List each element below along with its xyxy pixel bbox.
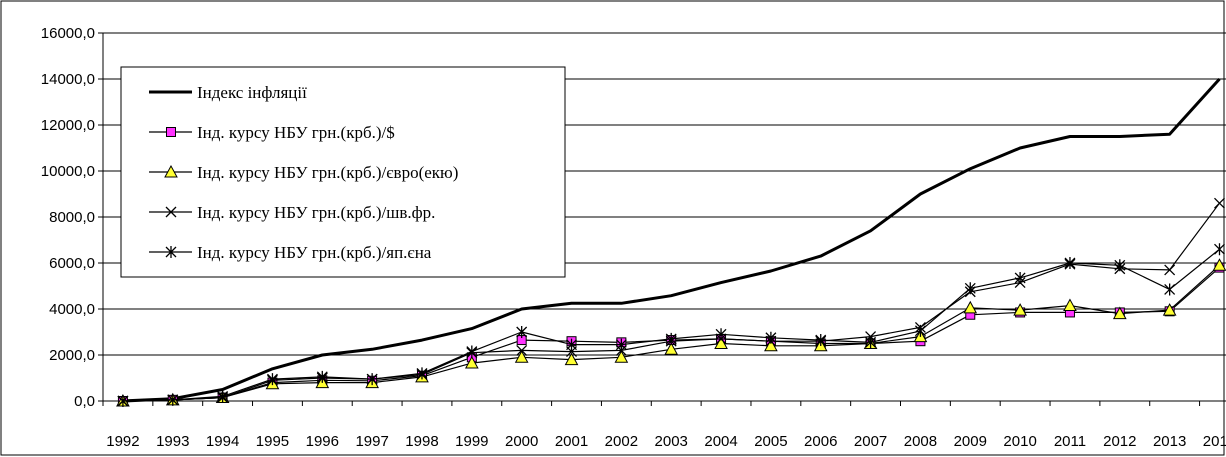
x-tick-label: 2010 [1003,433,1036,450]
star-marker [914,324,926,337]
triangle-marker [714,336,728,349]
y-axis-tick-labels: 0,0 2000,0 4000,0 6000,0 8000,0 10000,0 12000,… [41,25,95,410]
x-tick-label: 2012 [1103,433,1136,450]
y-tick-label: 10000,0 [41,163,95,180]
star-marker [165,246,177,258]
legend-label: Інд. курсу НБУ грн.(крб.)/євро(екю) [197,163,458,182]
star-marker [865,336,877,349]
y-tick-label: 2000,0 [49,347,95,364]
series-1 [122,77,1221,403]
legend-box [120,66,566,278]
x-tick-label: 1999 [455,433,488,450]
x-marker [1214,197,1225,209]
legend-label: Інд. курсу НБУ грн.(крб.)/$ [197,123,395,142]
x-tick-label: 2002 [605,433,638,450]
star-marker [1164,283,1176,296]
legend-item: Інд. курсу НБУ грн.(крб.)/$ [149,123,395,142]
y-tick-label: 4000,0 [49,301,95,318]
x-tick-label: 2014 [1203,433,1226,450]
axes [98,32,1226,406]
x-axis-tick-labels: 1992 1993 1994 1995 1996 1997 1998 1999 2000 2001… [106,433,1226,450]
x-tick-label: 2000 [505,433,538,450]
legend-label: Інд. курсу НБУ грн.(крб.)/шв.фр. [197,203,435,222]
triangle-marker [1162,303,1177,316]
star-marker [665,332,677,345]
y-tick-label: 8000,0 [49,209,95,226]
x-tick-label: 2001 [555,433,588,450]
star-marker [1214,243,1225,256]
star-marker [117,395,129,407]
triangle-marker [963,300,978,314]
star-marker [566,338,577,351]
x-tick-label: 2005 [754,433,787,450]
x-tick-label: 2009 [954,433,987,450]
x-tick-label: 1998 [405,433,438,450]
triangle-marker [564,352,579,366]
triangle-marker [1013,303,1027,316]
x-tick-label: 1997 [355,433,388,450]
legend-label: Інд. курсу НБУ грн.(крб.)/яп.єна [197,243,432,262]
x-marker [1164,264,1176,276]
y-tick-label: 16000,0 [41,25,95,42]
star-marker [516,326,528,338]
x-tick-label: 1993 [156,433,189,450]
triangle-marker [164,164,178,178]
x-tick-label: 1992 [106,433,139,450]
series-5 [117,243,1225,407]
x-tick-label: 2007 [854,433,887,450]
series-line [122,77,1221,403]
star-marker [1014,271,1026,284]
y-tick-label: 14000,0 [41,71,95,88]
star-marker [815,334,827,347]
x-tick-label: 2013 [1153,433,1186,450]
series-layer [116,77,1226,407]
x-tick-label: 1996 [306,433,339,450]
x-tick-label: 2011 [1054,433,1086,450]
star-marker [615,338,627,351]
x-marker [516,344,528,356]
y-tick-label: 12000,0 [41,117,95,134]
star-marker [167,393,179,406]
legend-item: Інд. курсу НБУ грн.(крб.)/шв.фр. [149,203,435,222]
star-marker [266,373,278,386]
y-tick-label: 0,0 [74,393,95,410]
y-tick-label: 6000,0 [49,255,95,272]
x-tick-label: 2006 [804,433,837,450]
star-marker [715,328,727,341]
star-marker [1064,257,1076,269]
star-marker [366,373,378,386]
legend-item: Інд. курсу НБУ грн.(крб.)/яп.єна [149,243,432,262]
x-tick-label: 1994 [206,433,239,450]
star-marker [416,367,428,380]
star-marker [964,282,976,295]
x-tick-label: 2003 [655,433,688,450]
star-marker [765,331,777,344]
star-marker [316,370,328,383]
triangle-marker [614,350,629,363]
legend-label: Індекс інфляції [197,83,307,102]
x-tick-label: 2004 [704,433,737,450]
x-tick-label: 1995 [256,433,289,450]
triangle-marker [1063,298,1077,312]
star-marker [217,390,229,403]
triangle-marker [1212,258,1226,271]
legend: Індекс інфляції Інд. курсу НБУ грн.(крб.)… [120,66,566,278]
triangle-marker [1112,306,1127,320]
x-marker [165,206,177,218]
triangle-marker [464,356,479,369]
triangle-marker [514,350,529,363]
star-marker [1114,259,1126,272]
square-marker [166,127,176,137]
x-tick-label: 2008 [904,433,937,450]
triangle-marker [664,342,679,355]
legend-item: Інд. курсу НБУ грн.(крб.)/євро(екю) [149,163,458,182]
legend-item: Індекс інфляції [149,83,307,102]
triangle-marker [764,338,778,352]
star-marker [466,345,478,358]
